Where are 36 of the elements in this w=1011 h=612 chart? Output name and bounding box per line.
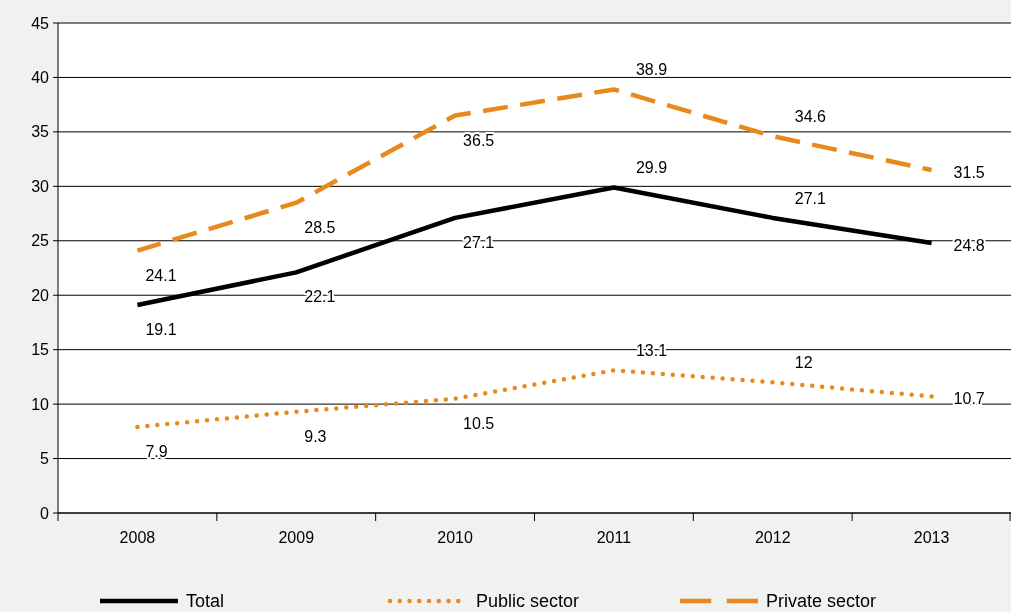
x-tick-label: 2009 [278, 529, 315, 546]
data-label: 34.6 [794, 108, 826, 126]
y-tick-label: 10 [31, 395, 50, 413]
legend-label: Total [186, 591, 225, 612]
data-label: 28.5 [304, 218, 336, 236]
data-label: 27.1 [794, 189, 826, 207]
x-tick-label: 2008 [119, 529, 156, 546]
data-label: 9.3 [304, 427, 327, 445]
data-label: 7.9 [145, 442, 168, 460]
y-tick-label: 15 [31, 341, 50, 359]
y-tick-label: 5 [40, 450, 50, 468]
y-tick-label: 40 [31, 69, 50, 87]
y-tick-label: 30 [31, 177, 50, 195]
data-label: 19.1 [145, 321, 177, 339]
x-tick-label: 2010 [437, 529, 473, 546]
line-series [135, 368, 934, 430]
data-label: 36.5 [463, 131, 495, 149]
legend-label: Private sector [766, 591, 877, 612]
data-label: 24.8 [953, 236, 985, 254]
y-tick-label: 0 [40, 504, 50, 522]
x-tick-label: 2013 [913, 529, 950, 546]
x-tick-label: 2011 [596, 529, 632, 546]
data-label: 29.9 [635, 159, 668, 177]
data-label: 10.7 [953, 390, 985, 408]
line-series [135, 87, 934, 253]
data-label: 31.5 [953, 164, 985, 181]
y-tick-label: 35 [31, 123, 50, 141]
y-tick-label: 25 [31, 232, 50, 250]
y-tick-label: 45 [31, 14, 50, 32]
data-label: 10.5 [463, 414, 495, 432]
data-label: 24.1 [145, 266, 177, 284]
legend-label: Public sector [476, 591, 580, 612]
x-tick-label: 2012 [754, 529, 791, 546]
data-label: 12 [794, 354, 813, 372]
data-label: 38.9 [635, 61, 668, 79]
y-tick-label: 20 [31, 286, 50, 304]
